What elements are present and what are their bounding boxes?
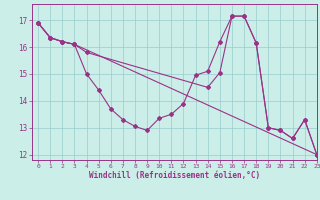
X-axis label: Windchill (Refroidissement éolien,°C): Windchill (Refroidissement éolien,°C) (89, 171, 260, 180)
